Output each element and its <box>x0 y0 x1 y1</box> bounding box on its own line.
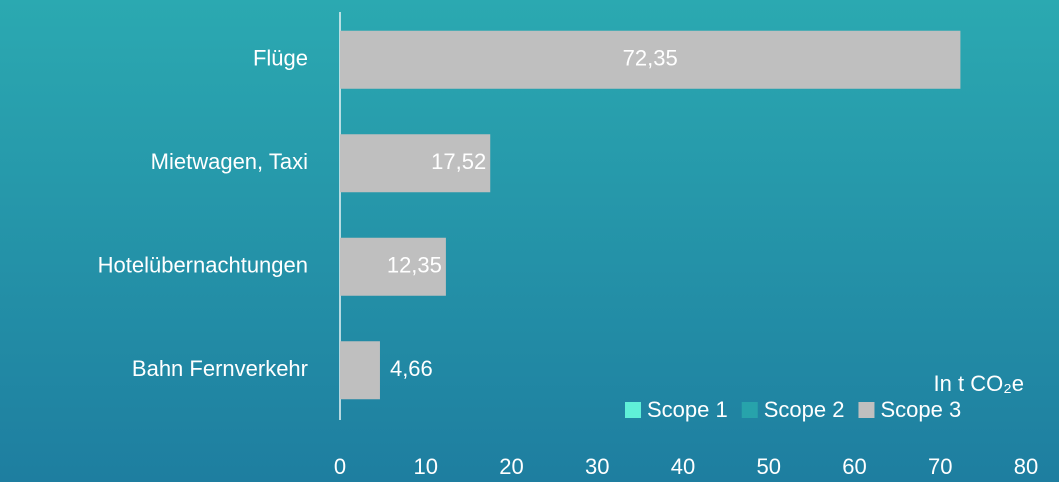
x-tick-label: 10 <box>414 454 438 479</box>
legend-swatch <box>741 402 758 418</box>
x-tick-label: 70 <box>928 454 952 479</box>
data-label: 4,66 <box>390 356 433 381</box>
legend-label: Scope 1 <box>647 397 728 422</box>
y-tick-label: Hotelübernachtungen <box>98 253 308 278</box>
bar <box>340 237 446 296</box>
x-tick-label: 30 <box>585 454 609 479</box>
unit-annotation: In t CO₂e <box>934 371 1024 396</box>
legend-swatch <box>858 402 875 418</box>
y-tick-label: Flüge <box>253 46 308 71</box>
bar <box>340 30 961 89</box>
x-tick-label: 80 <box>1014 454 1038 479</box>
x-tick-label: 50 <box>757 454 781 479</box>
legend-swatch <box>625 402 641 418</box>
data-label: 72,35 <box>623 46 678 71</box>
x-tick-label: 20 <box>499 454 523 479</box>
legend-label: Scope 3 <box>880 397 961 422</box>
x-tick-label: 40 <box>671 454 695 479</box>
data-label: 17,52 <box>431 149 486 174</box>
bar <box>340 341 380 400</box>
data-label: 12,35 <box>387 253 442 278</box>
x-tick-label: 60 <box>842 454 866 479</box>
legend-label: Scope 2 <box>764 397 845 422</box>
y-tick-label: Mietwagen, Taxi <box>151 149 308 174</box>
y-tick-label: Bahn Fernverkehr <box>132 356 308 381</box>
x-tick-label: 0 <box>334 454 346 479</box>
bar <box>340 134 491 193</box>
